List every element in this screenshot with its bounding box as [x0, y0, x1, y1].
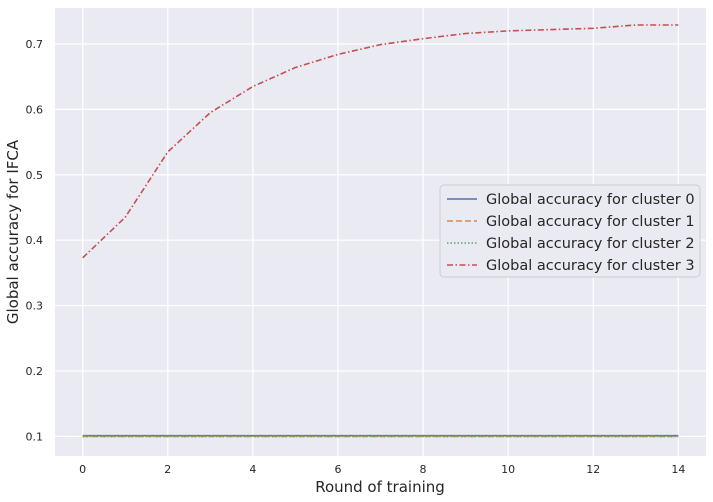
- x-tick-label: 6: [334, 463, 341, 476]
- x-tick-label: 10: [501, 463, 515, 476]
- legend-label-cluster-0: Global accuracy for cluster 0: [486, 192, 695, 208]
- x-tick-labels: 0 2 4 6 8 10 12 14: [79, 463, 685, 476]
- y-tick-labels: 0.1 0.2 0.3 0.4 0.5 0.6 0.7: [26, 38, 44, 443]
- y-tick-label: 0.3: [26, 300, 44, 313]
- y-tick-label: 0.5: [26, 169, 44, 182]
- x-tick-label: 12: [586, 463, 600, 476]
- x-tick-label: 4: [249, 463, 256, 476]
- legend-label-cluster-1: Global accuracy for cluster 1: [486, 214, 695, 230]
- x-axis-label: Round of training: [315, 478, 445, 496]
- legend: Global accuracy for cluster 0 Global accu…: [439, 184, 701, 278]
- y-tick-label: 0.1: [26, 430, 44, 443]
- series-lines: [82, 24, 679, 438]
- y-axis-label: Global accuracy for IFCA: [4, 139, 22, 324]
- series-line-cluster-3: [82, 24, 679, 259]
- x-tick-label: 8: [420, 463, 427, 476]
- y-tick-label: 0.7: [26, 38, 44, 51]
- y-tick-label: 0.2: [26, 365, 44, 378]
- y-tick-label: 0.4: [26, 234, 44, 247]
- legend-box: [439, 184, 701, 278]
- y-tick-label: 0.6: [26, 103, 44, 116]
- legend-label-cluster-2: Global accuracy for cluster 2: [486, 236, 695, 252]
- x-tick-label: 2: [164, 463, 171, 476]
- x-tick-label: 14: [671, 463, 685, 476]
- x-tick-label: 0: [79, 463, 86, 476]
- legend-label-cluster-3: Global accuracy for cluster 3: [486, 258, 695, 274]
